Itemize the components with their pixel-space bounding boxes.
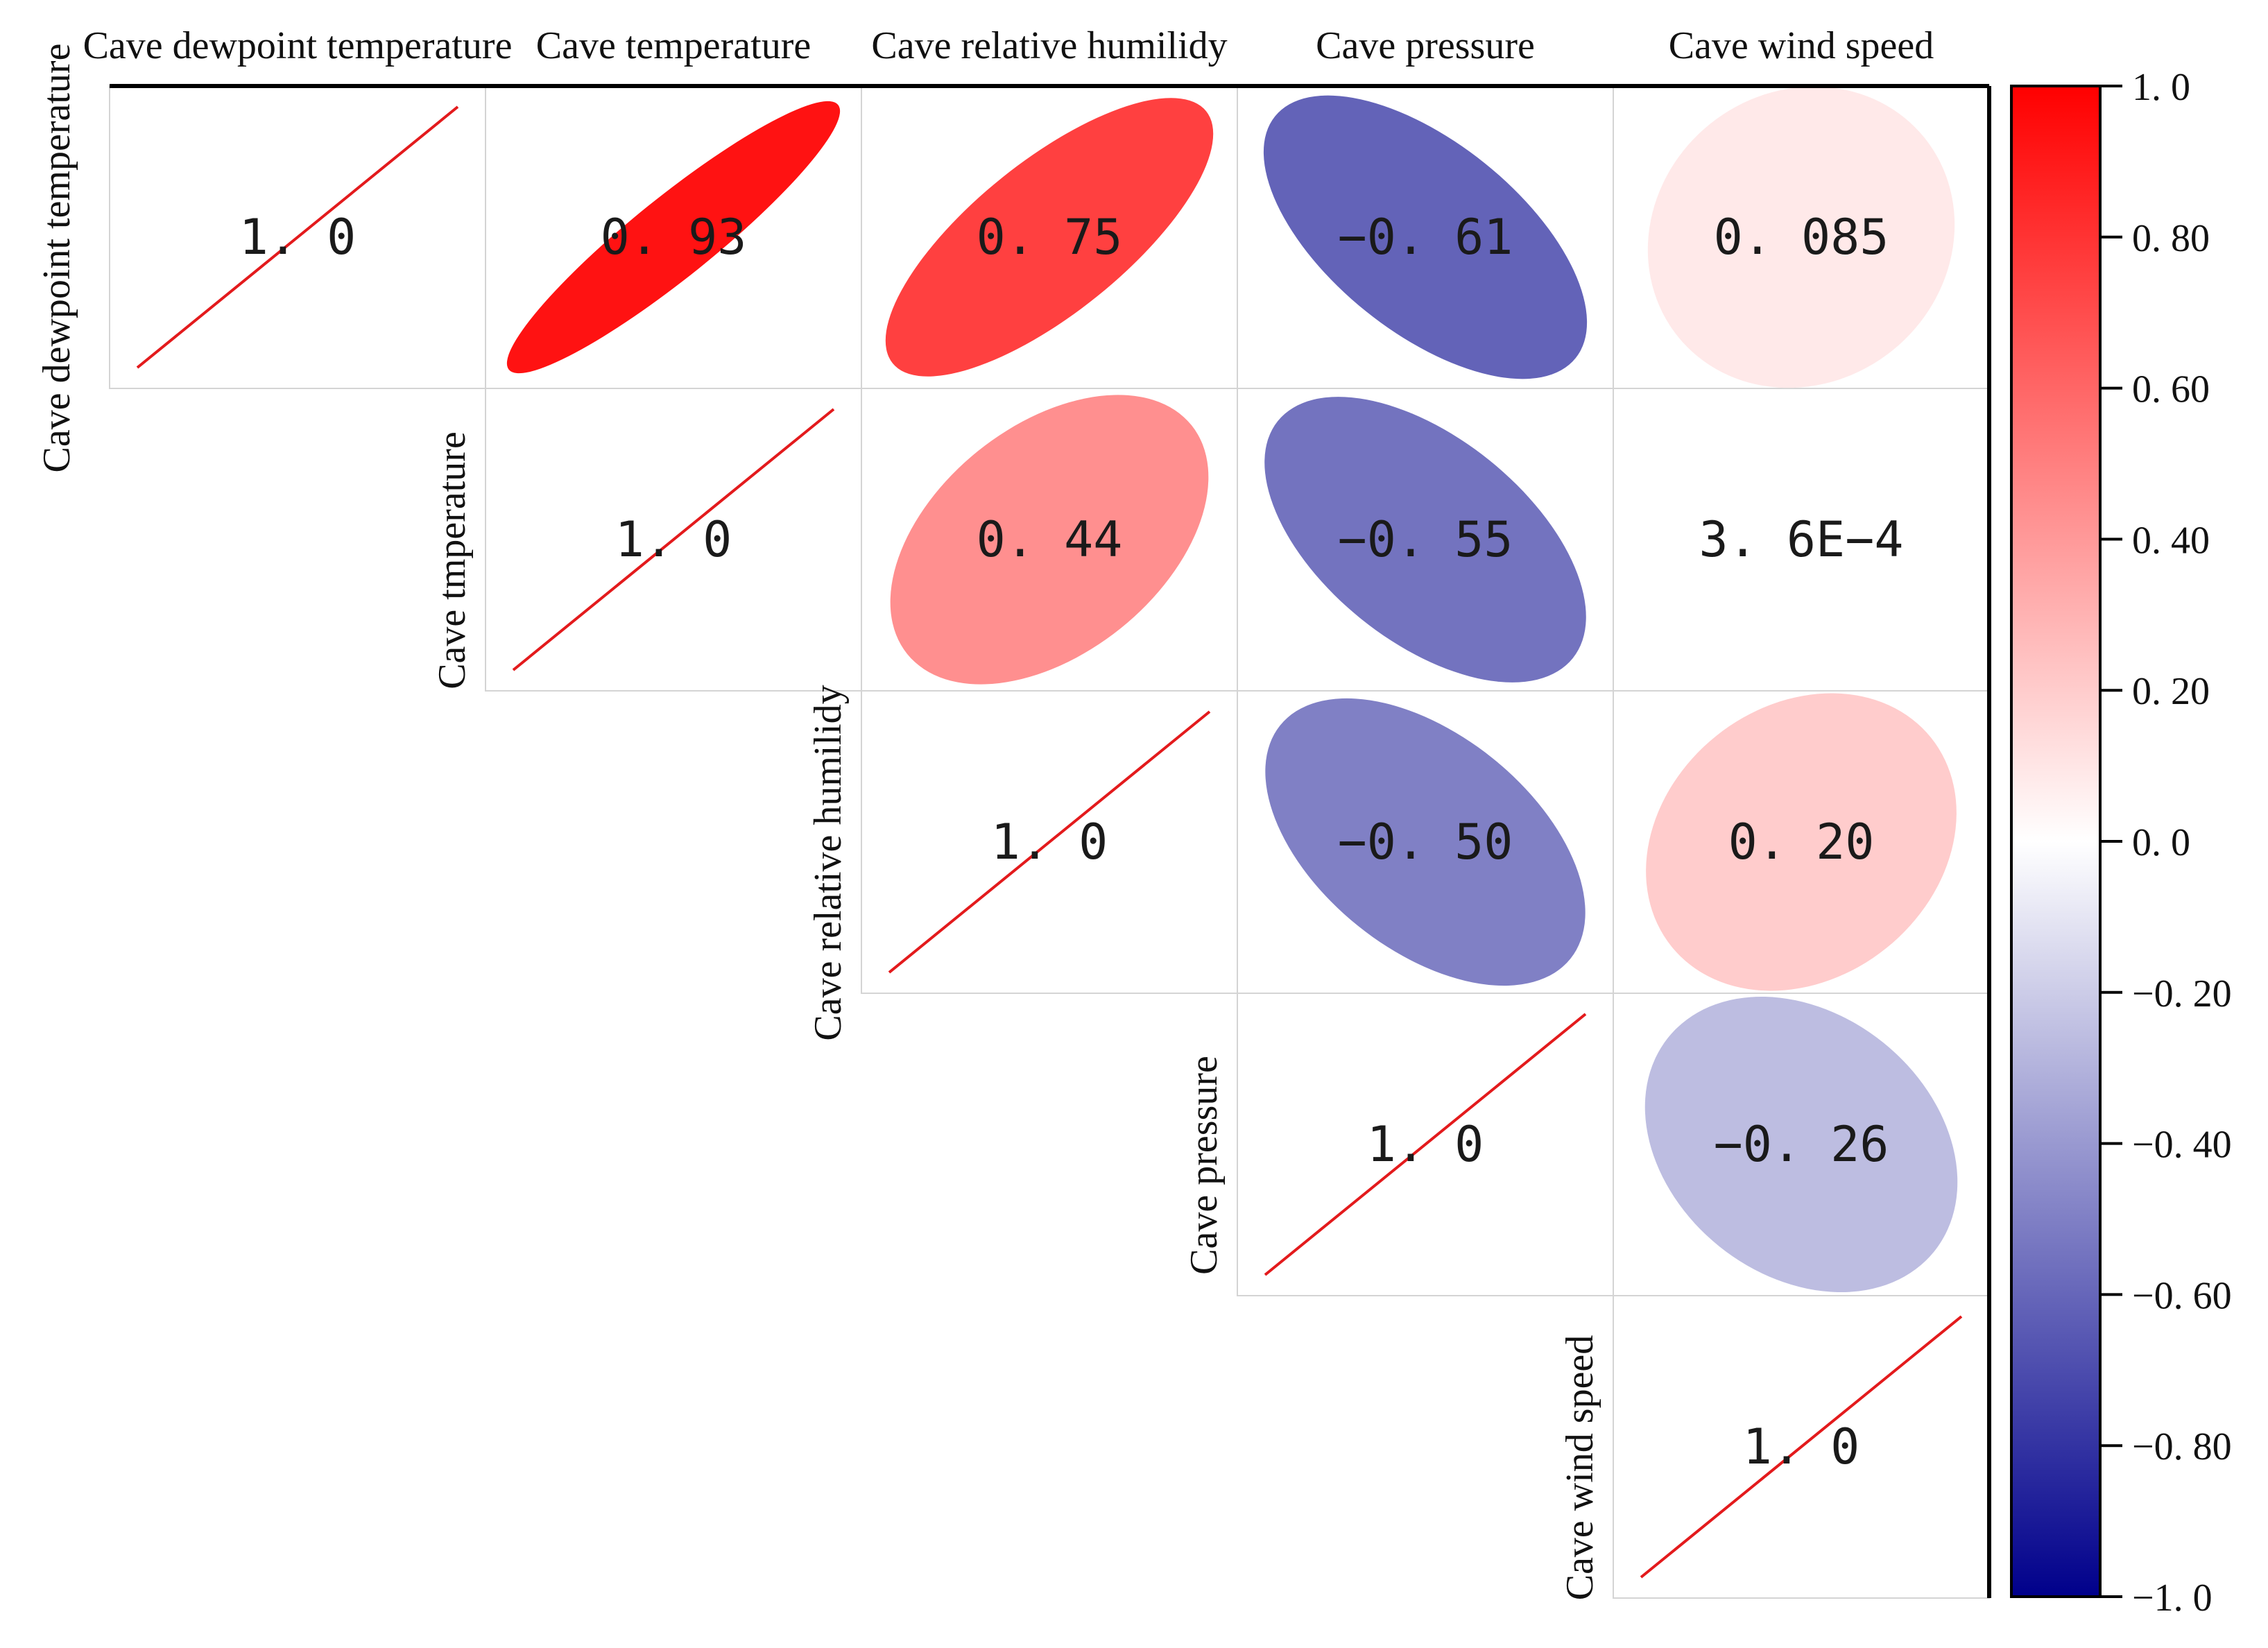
row-label: Cave relative humilidy bbox=[807, 685, 850, 1040]
colorbar-tick-label: −0. 80 bbox=[2132, 1425, 2232, 1468]
column-label: Cave relative humilidy bbox=[871, 24, 1227, 67]
value-label: −0. 55 bbox=[1338, 511, 1513, 568]
colorbar-tick-label: 1. 0 bbox=[2132, 66, 2190, 109]
value-label: −0. 61 bbox=[1338, 209, 1513, 266]
correlation-marks bbox=[136, 86, 1963, 1579]
value-label: 3. 6E−4 bbox=[1699, 511, 1903, 568]
correlation-ellipse bbox=[1644, 996, 1958, 1293]
row-label: Cave pressure bbox=[1183, 1056, 1226, 1275]
diagonal-line bbox=[1640, 1315, 1963, 1579]
value-label: 1. 0 bbox=[239, 209, 356, 266]
correlation-ellipse bbox=[1264, 397, 1586, 683]
column-label: Cave temperature bbox=[536, 24, 811, 67]
column-labels: Cave dewpoint temperature Cave temperatur… bbox=[83, 24, 1934, 67]
value-label: 1. 0 bbox=[1743, 1418, 1860, 1475]
diagonal-line bbox=[512, 408, 835, 671]
correlation-ellipse bbox=[1647, 86, 1955, 388]
column-label: Cave wind speed bbox=[1669, 24, 1934, 67]
value-label: 1. 0 bbox=[991, 814, 1108, 870]
value-label: 0. 085 bbox=[1714, 209, 1889, 266]
value-labels: 1. 0 0. 93 0. 75 −0. 61 0. 085 1. 0 0. 44 −0. 5… bbox=[239, 209, 1904, 1475]
colorbar-tick-label: −0. 40 bbox=[2132, 1124, 2232, 1167]
diagonal-line bbox=[1264, 1013, 1587, 1276]
row-label: Cave wind speed bbox=[1558, 1335, 1601, 1601]
value-label: 0. 93 bbox=[601, 209, 747, 266]
correlation-ellipse bbox=[1263, 95, 1588, 379]
value-label: 0. 20 bbox=[1728, 814, 1875, 870]
correlation-ellipse bbox=[885, 98, 1214, 377]
colorbar-tick-label: −0. 60 bbox=[2132, 1274, 2232, 1317]
correlation-ellipse bbox=[506, 101, 841, 374]
column-label: Cave dewpoint temperature bbox=[83, 24, 513, 67]
value-label: −0. 50 bbox=[1338, 814, 1513, 870]
value-label: 1. 0 bbox=[615, 511, 732, 568]
colorbar-tick-label: 0. 20 bbox=[2132, 670, 2210, 713]
correlation-ellipse bbox=[1646, 693, 1957, 991]
diagonal-line bbox=[136, 105, 459, 369]
colorbar-tick-label: 0. 40 bbox=[2132, 519, 2210, 562]
value-label: 0. 75 bbox=[977, 209, 1123, 266]
value-label: 0. 44 bbox=[977, 511, 1123, 568]
colorbar-tick-label: −0. 20 bbox=[2132, 972, 2232, 1015]
colorbar-tick-label: 0. 0 bbox=[2132, 821, 2190, 864]
correlation-ellipse bbox=[1265, 698, 1586, 986]
colorbar-tick-label: −1. 0 bbox=[2132, 1577, 2213, 1620]
column-label: Cave pressure bbox=[1316, 24, 1535, 67]
diagonal-line bbox=[888, 710, 1211, 974]
colorbar-gradient bbox=[2010, 85, 2102, 1598]
colorbar-tick-label: 0. 60 bbox=[2132, 368, 2210, 411]
matrix-frame bbox=[110, 84, 1991, 1598]
colorbar-tick-label: 0. 80 bbox=[2132, 217, 2210, 260]
colorbar: 1. 0 0. 80 0. 60 0. 40 0. 20 0. 0 −0. 20 −0. 40… bbox=[2010, 66, 2232, 1620]
value-label: 1. 0 bbox=[1367, 1116, 1484, 1173]
row-label: Cave dewpoint temperature bbox=[35, 44, 78, 473]
value-label: −0. 26 bbox=[1714, 1116, 1889, 1173]
correlation-ellipse bbox=[890, 395, 1209, 685]
row-label: Cave tmperature bbox=[431, 431, 474, 689]
row-labels: Cave dewpoint temperature Cave tmperature… bbox=[35, 44, 1601, 1601]
